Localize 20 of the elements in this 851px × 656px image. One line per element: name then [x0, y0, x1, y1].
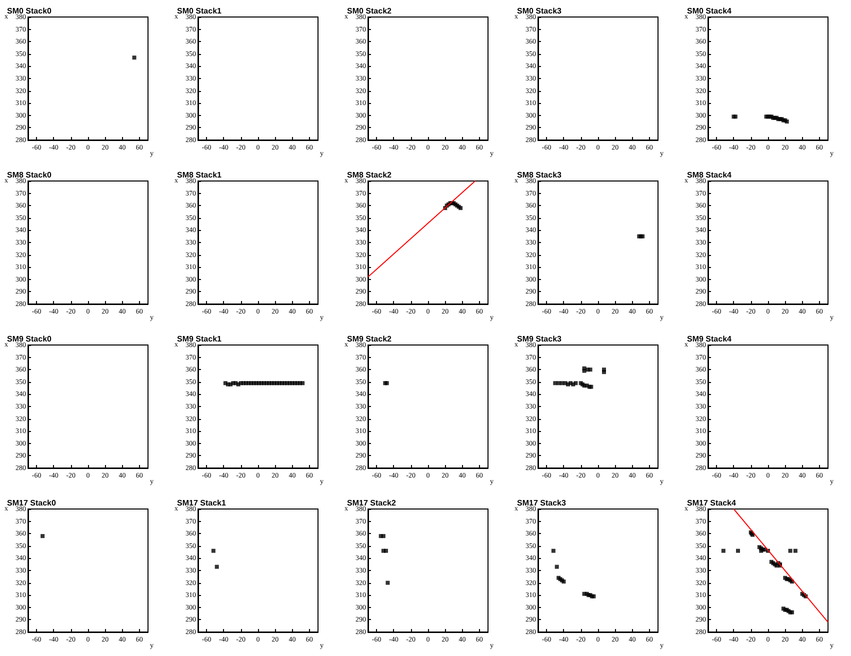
chart-title: SM8 Stack0	[7, 170, 52, 180]
chart-title: SM9 Stack0	[7, 334, 52, 344]
chart-title: SM0 Stack4	[687, 6, 732, 16]
chart-title: SM17 Stack2	[347, 498, 396, 508]
chart-title: SM8 Stack1	[177, 170, 222, 180]
chart-title: SM0 Stack2	[347, 6, 392, 16]
chart-title: SM17 Stack3	[517, 498, 566, 508]
chart-title: SM8 Stack4	[687, 170, 732, 180]
chart-title: SM0 Stack0	[7, 6, 52, 16]
chart-title: SM17 Stack4	[687, 498, 736, 508]
chart-title: SM9 Stack2	[347, 334, 392, 344]
chart-title: SM9 Stack3	[517, 334, 562, 344]
chart-title: SM8 Stack3	[517, 170, 562, 180]
chart-title: SM0 Stack1	[177, 6, 222, 16]
chart-title: SM0 Stack3	[517, 6, 562, 16]
chart-title: SM17 Stack1	[177, 498, 226, 508]
chart-title: SM9 Stack4	[687, 334, 732, 344]
chart-title: SM9 Stack1	[177, 334, 222, 344]
chart-title: SM8 Stack2	[347, 170, 392, 180]
chart-title: SM17 Stack0	[7, 498, 56, 508]
